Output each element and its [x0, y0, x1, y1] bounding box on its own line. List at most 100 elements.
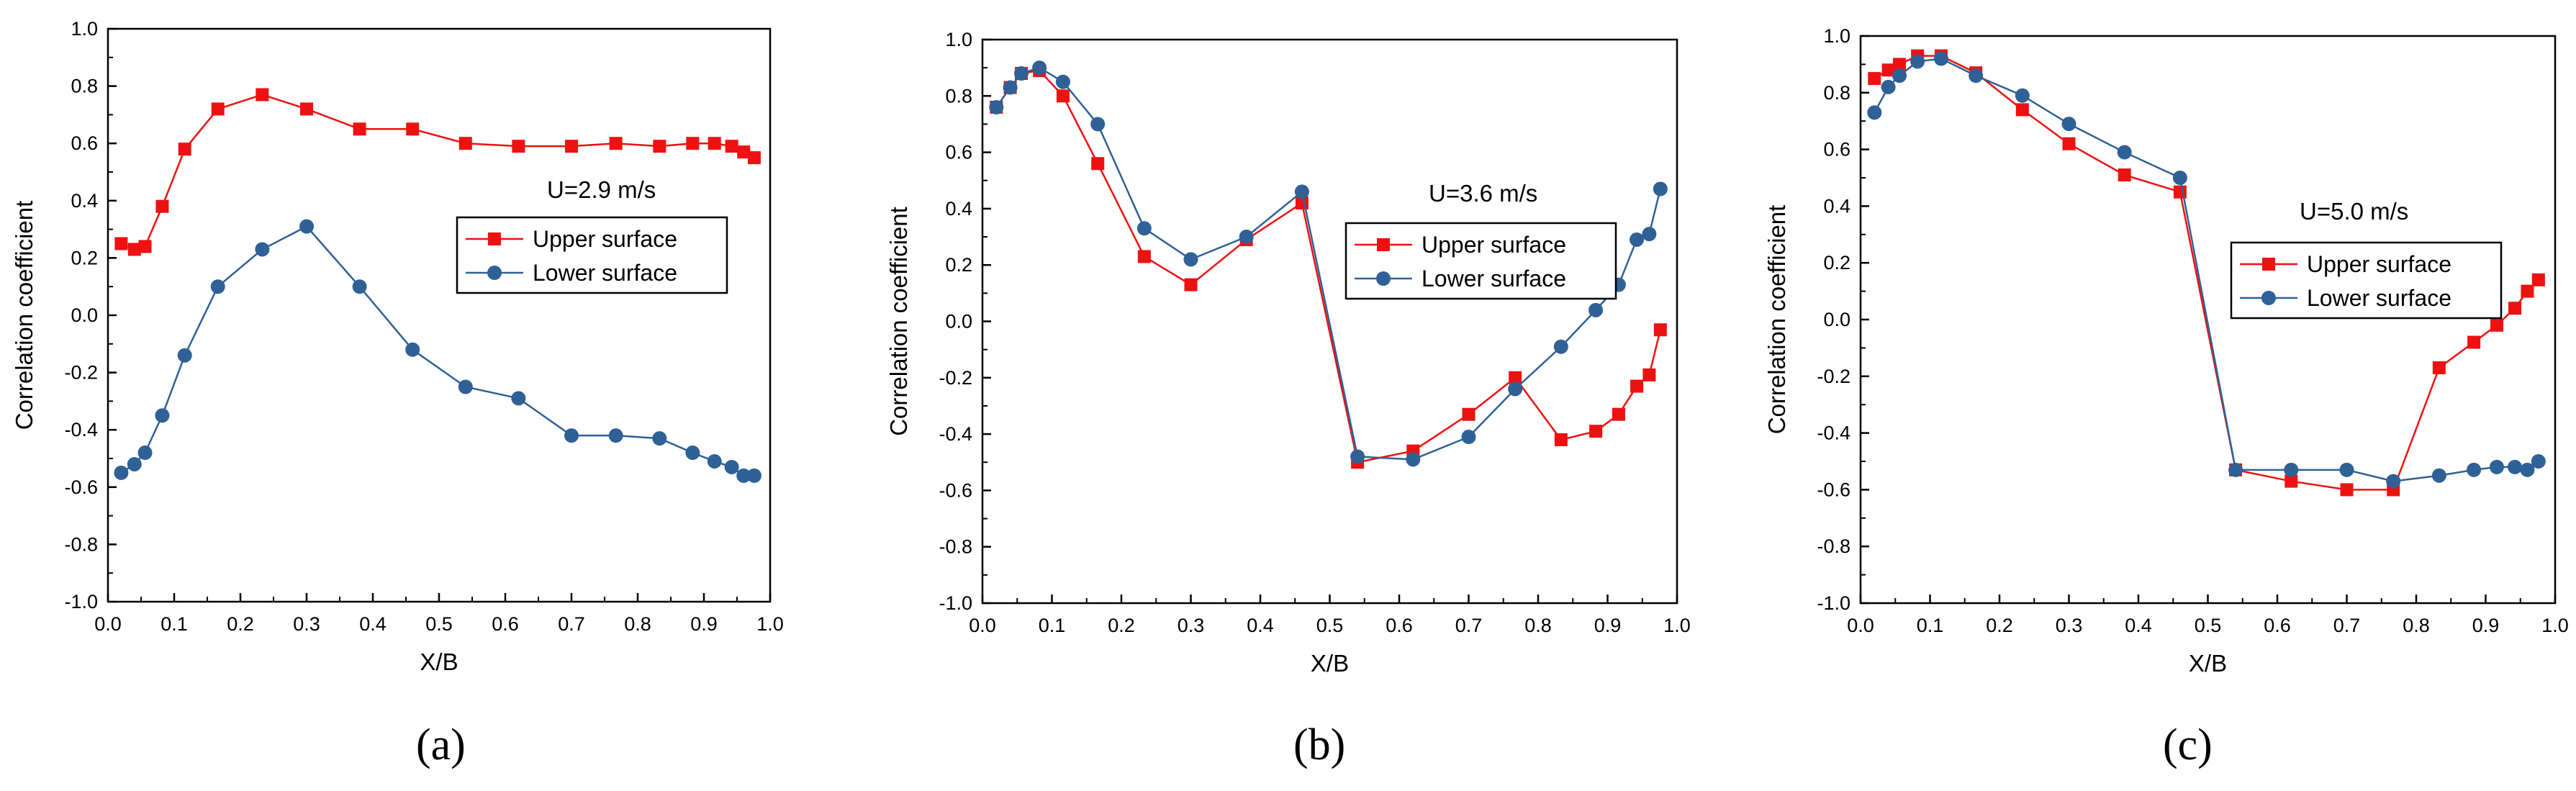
- data-point-square: [114, 237, 128, 250]
- legend: Upper surface Lower surface: [456, 216, 728, 294]
- y-axis-title: Correlation coefficient: [11, 201, 37, 430]
- data-point-circle: [1032, 60, 1047, 76]
- x-tick-label: 0.1: [1039, 615, 1066, 636]
- data-point-square: [1642, 368, 1656, 381]
- x-tick-label: 0.9: [690, 613, 718, 635]
- legend-marker-circle: [1376, 271, 1391, 286]
- data-point-square: [178, 143, 191, 156]
- data-point-circle: [1642, 227, 1657, 242]
- y-tick-label: 0.2: [1823, 252, 1850, 274]
- y-tick-label: 0.6: [1823, 139, 1850, 161]
- data-point-circle: [2531, 454, 2546, 469]
- y-tick-label: -0.8: [1817, 535, 1850, 557]
- data-point-square: [2432, 361, 2446, 374]
- data-point-circle: [2467, 462, 2482, 477]
- x-tick-label: 0.4: [2125, 615, 2152, 636]
- data-point-circle: [2520, 462, 2535, 477]
- data-point-square: [2531, 273, 2545, 286]
- data-point-circle: [1881, 79, 1896, 94]
- legend-marker-circle: [2261, 291, 2276, 305]
- x-tick-label: 0.3: [1178, 615, 1205, 636]
- data-point-circle: [1653, 181, 1668, 196]
- data-point-circle: [1867, 105, 1882, 120]
- legend-marker-circle: [487, 266, 502, 280]
- data-point-circle: [299, 219, 314, 234]
- data-point-square: [2521, 284, 2534, 298]
- y-tick-label: -0.4: [64, 419, 98, 440]
- legend-label: Lower surface: [2307, 285, 2451, 311]
- data-point-circle: [1969, 68, 1984, 83]
- x-tick-label: 0.5: [1316, 615, 1344, 636]
- data-point-circle: [2015, 88, 2030, 103]
- data-point-square: [2490, 318, 2503, 332]
- data-point-circle: [458, 379, 473, 394]
- data-point-square: [1056, 89, 1070, 103]
- data-point-circle: [2431, 468, 2446, 483]
- y-tick-label: -1.0: [1817, 592, 1850, 614]
- data-point-square: [1612, 407, 1625, 421]
- panel-label: (b): [1293, 720, 1345, 769]
- legend-marker-square: [2262, 258, 2275, 271]
- data-point-circle: [724, 459, 739, 474]
- data-point-square: [155, 199, 169, 213]
- x-tick-label: 0.6: [2264, 615, 2291, 636]
- data-point-square: [1091, 157, 1105, 171]
- data-point-square: [708, 137, 721, 150]
- legend-label: Upper surface: [533, 226, 677, 252]
- data-point-circle: [255, 242, 270, 257]
- data-point-circle: [2386, 474, 2401, 489]
- data-point-square: [458, 137, 472, 150]
- data-point-square: [1509, 371, 1522, 384]
- plot-frame: [107, 27, 772, 603]
- y-tick-label: 0.4: [945, 198, 972, 220]
- y-tick-label: 0.6: [71, 132, 98, 154]
- x-tick-label: 0.7: [1455, 615, 1483, 636]
- y-tick-label: 0.8: [71, 76, 98, 97]
- x-tick-label: 0.7: [558, 613, 585, 635]
- y-tick-label: -0.6: [1817, 479, 1850, 500]
- y-tick-label: 0.0: [945, 311, 972, 333]
- panel-label: (a): [416, 720, 466, 769]
- legend-marker-square: [1377, 238, 1390, 251]
- x-tick-label: 0.5: [425, 613, 453, 635]
- data-point-circle: [1239, 230, 1254, 245]
- y-tick-label: -1.0: [939, 592, 972, 614]
- legend-box: [456, 216, 728, 294]
- data-point-square: [1462, 407, 1475, 421]
- x-tick-label: 1.0: [2541, 615, 2569, 636]
- x-tick-label: 0.0: [969, 615, 996, 636]
- data-point-square: [138, 240, 152, 253]
- y-tick-label: 1.0: [945, 29, 972, 50]
- data-point-circle: [2339, 462, 2354, 477]
- x-tick-label: 0.2: [227, 613, 254, 635]
- data-point-square: [211, 102, 225, 116]
- data-point-circle: [685, 446, 700, 461]
- data-point-circle: [2284, 462, 2299, 477]
- y-tick-label: 0.0: [1823, 309, 1850, 330]
- y-axis-title: Correlation coefficient: [1763, 205, 1790, 435]
- x-tick-label: 0.8: [2403, 615, 2430, 636]
- x-tick-label: 0.9: [1594, 615, 1622, 636]
- data-point-circle: [1892, 68, 1907, 83]
- data-point-circle: [2489, 459, 2504, 474]
- data-point-circle: [1553, 339, 1568, 354]
- data-point-square: [2173, 185, 2187, 199]
- data-point-circle: [1090, 117, 1106, 132]
- data-point-circle: [746, 468, 761, 483]
- y-tick-label: -0.8: [939, 536, 972, 558]
- data-point-square: [1881, 63, 1895, 77]
- data-point-square: [127, 243, 141, 256]
- data-point-circle: [127, 456, 142, 471]
- data-point-square: [2062, 137, 2076, 150]
- data-point-circle: [1136, 221, 1152, 236]
- data-point-square: [1137, 250, 1151, 263]
- x-tick-label: 0.0: [94, 613, 122, 635]
- data-point-square: [1554, 433, 1568, 446]
- data-point-circle: [652, 431, 667, 446]
- series-upper-surface: [114, 88, 761, 256]
- data-point-circle: [2172, 171, 2187, 185]
- data-point-square: [2340, 483, 2354, 497]
- speed-annotation: U=3.6 m/s: [1429, 180, 1537, 207]
- y-tick-label: 0.8: [1823, 82, 1850, 104]
